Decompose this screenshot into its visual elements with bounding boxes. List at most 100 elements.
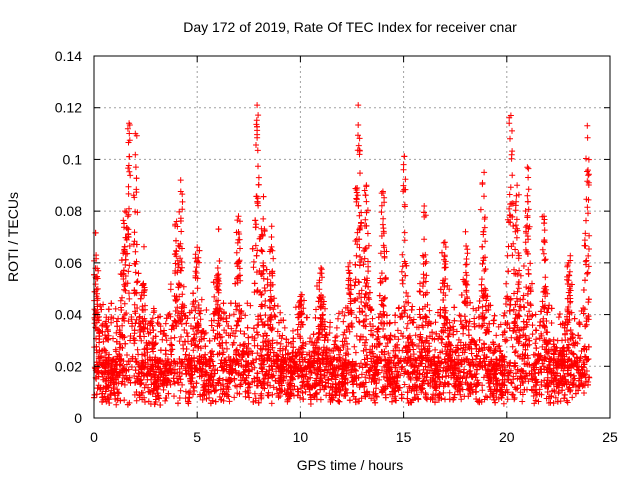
- data-point: [355, 132, 361, 139]
- data-point: [142, 352, 149, 359]
- data-point: [126, 168, 133, 175]
- data-point: [580, 287, 587, 293]
- data-point: [414, 343, 420, 349]
- data-point: [113, 329, 120, 336]
- data-point: [458, 396, 465, 403]
- data-point: [406, 314, 413, 321]
- data-point: [174, 379, 181, 386]
- data-point: [259, 346, 266, 353]
- data-point: [519, 391, 526, 398]
- data-point: [306, 352, 313, 358]
- data-point: [424, 380, 431, 387]
- data-point: [444, 282, 451, 289]
- data-point: [268, 223, 275, 230]
- data-point: [162, 347, 169, 354]
- data-point: [377, 250, 384, 257]
- data-point: [533, 336, 540, 343]
- data-point: [483, 297, 490, 304]
- data-point: [197, 316, 204, 323]
- data-point: [399, 363, 406, 370]
- data-point: [186, 394, 193, 401]
- data-point: [571, 315, 578, 322]
- data-point: [511, 266, 517, 273]
- data-point: [520, 326, 527, 333]
- data-point: [356, 319, 363, 326]
- data-point: [323, 358, 330, 365]
- data-point: [108, 314, 115, 321]
- data-point: [439, 336, 446, 343]
- data-point: [211, 388, 218, 395]
- data-point: [176, 338, 183, 345]
- data-point: [546, 302, 553, 309]
- data-point: [136, 314, 143, 321]
- data-point: [562, 337, 569, 343]
- data-point: [176, 356, 183, 362]
- data-point: [198, 373, 205, 380]
- data-point: [218, 357, 225, 363]
- data-point: [108, 319, 115, 326]
- data-point: [570, 380, 577, 387]
- data-point: [133, 279, 140, 286]
- data-point: [224, 345, 230, 352]
- data-point: [344, 367, 351, 374]
- data-point: [164, 356, 171, 362]
- data-point: [461, 393, 468, 400]
- data-point: [440, 389, 447, 396]
- data-point: [521, 304, 528, 311]
- data-point: [453, 328, 460, 335]
- data-point: [376, 376, 383, 383]
- data-point: [372, 399, 379, 406]
- data-point: [456, 312, 463, 319]
- data-point: [244, 300, 251, 307]
- data-point: [493, 332, 500, 339]
- data-point: [220, 349, 227, 356]
- data-point: [110, 389, 117, 396]
- data-point: [548, 379, 554, 386]
- data-point: [369, 315, 376, 322]
- data-point: [100, 301, 107, 308]
- data-point: [302, 341, 309, 347]
- data-point: [585, 172, 592, 179]
- data-point: [523, 336, 530, 343]
- data-point: [532, 340, 539, 347]
- data-point: [428, 362, 435, 369]
- data-point: [482, 393, 489, 400]
- data-point: [100, 376, 107, 383]
- data-point: [126, 262, 133, 269]
- data-point: [144, 326, 151, 332]
- data-point: [479, 303, 486, 310]
- data-point: [471, 315, 478, 322]
- data-point: [168, 341, 175, 348]
- data-point: [247, 302, 254, 309]
- data-point: [298, 385, 305, 392]
- data-point: [301, 365, 307, 372]
- data-point: [409, 303, 416, 310]
- data-point: [250, 325, 257, 332]
- data-point: [191, 315, 198, 321]
- data-point: [168, 351, 175, 358]
- data-point: [138, 337, 145, 344]
- data-point: [520, 263, 527, 269]
- data-point: [549, 388, 556, 394]
- data-point: [343, 335, 349, 342]
- data-point: [568, 330, 575, 337]
- data-point: [474, 353, 481, 360]
- data-point: [126, 243, 133, 249]
- data-point: [183, 346, 190, 352]
- data-point: [326, 324, 333, 330]
- data-point: [131, 391, 138, 398]
- data-point: [147, 357, 154, 364]
- data-point: [516, 252, 522, 259]
- data-point: [527, 301, 534, 308]
- data-point: [190, 347, 197, 354]
- data-point: [535, 398, 542, 405]
- data-point: [527, 260, 534, 267]
- data-point: [314, 335, 321, 342]
- data-point: [233, 306, 240, 313]
- data-point: [269, 374, 275, 381]
- data-point: [154, 319, 161, 326]
- data-point: [335, 315, 341, 322]
- data-point: [465, 332, 472, 339]
- data-point: [141, 345, 148, 352]
- data-point: [279, 351, 286, 358]
